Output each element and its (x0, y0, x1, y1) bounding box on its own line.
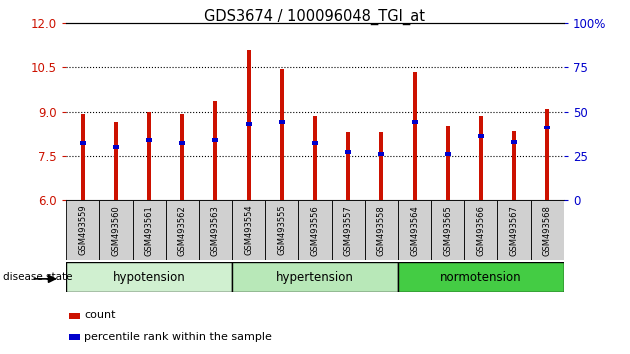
Bar (232, 262, 398, 292)
Bar (180, 142, 185, 145)
Bar (280, 69, 284, 200)
Text: hypertension: hypertension (276, 270, 354, 284)
Text: GSM493563: GSM493563 (211, 205, 220, 256)
Text: percentile rank within the sample: percentile rank within the sample (84, 332, 272, 342)
Bar (80, 142, 86, 145)
Bar (66, 200, 100, 260)
Bar (132, 200, 166, 260)
Bar (214, 101, 217, 200)
Bar (379, 152, 384, 156)
Bar (346, 132, 350, 200)
Bar (431, 200, 464, 260)
Bar (365, 200, 398, 260)
Bar (446, 126, 450, 200)
Bar (299, 200, 331, 260)
Bar (69, 334, 80, 340)
Bar (498, 200, 530, 260)
Bar (546, 109, 549, 200)
Text: hypotension: hypotension (113, 270, 185, 284)
Text: GSM493557: GSM493557 (344, 205, 353, 256)
Text: GSM493555: GSM493555 (277, 205, 286, 256)
Text: GSM493559: GSM493559 (78, 205, 87, 256)
Bar (69, 313, 80, 319)
Bar (511, 140, 517, 143)
Bar (279, 120, 285, 124)
Bar (512, 131, 516, 200)
Bar (212, 138, 219, 142)
Bar (66, 262, 232, 292)
Bar (246, 122, 251, 126)
Bar (166, 200, 199, 260)
Bar (146, 138, 152, 142)
Text: GSM493564: GSM493564 (410, 205, 419, 256)
Bar (479, 116, 483, 200)
Bar (180, 114, 184, 200)
Text: GSM493562: GSM493562 (178, 205, 186, 256)
Bar (345, 150, 351, 154)
Bar (232, 200, 265, 260)
Text: GDS3674 / 100096048_TGI_at: GDS3674 / 100096048_TGI_at (205, 9, 425, 25)
Bar (398, 200, 431, 260)
Bar (113, 145, 119, 149)
Bar (114, 122, 118, 200)
Bar (147, 112, 151, 200)
Text: GSM493558: GSM493558 (377, 205, 386, 256)
Bar (398, 262, 564, 292)
Bar (313, 116, 317, 200)
Bar (413, 72, 416, 200)
Bar (478, 135, 484, 138)
Text: GSM493565: GSM493565 (444, 205, 452, 256)
Text: GSM493556: GSM493556 (311, 205, 319, 256)
Bar (530, 200, 564, 260)
Text: GSM493554: GSM493554 (244, 205, 253, 256)
Text: GSM493560: GSM493560 (112, 205, 120, 256)
Bar (411, 120, 418, 124)
Text: GSM493566: GSM493566 (476, 205, 485, 256)
Text: GSM493567: GSM493567 (510, 205, 518, 256)
Bar (464, 200, 498, 260)
Text: normotension: normotension (440, 270, 522, 284)
Bar (247, 50, 251, 200)
Bar (199, 200, 232, 260)
Bar (445, 152, 450, 156)
Bar (331, 200, 365, 260)
Bar (312, 142, 318, 145)
Bar (265, 200, 299, 260)
Text: count: count (84, 310, 115, 320)
Bar (100, 200, 132, 260)
Text: disease state: disease state (3, 272, 72, 282)
Bar (379, 132, 383, 200)
Text: GSM493568: GSM493568 (543, 205, 552, 256)
Text: GSM493561: GSM493561 (145, 205, 154, 256)
Bar (544, 126, 550, 129)
Bar (81, 114, 84, 200)
